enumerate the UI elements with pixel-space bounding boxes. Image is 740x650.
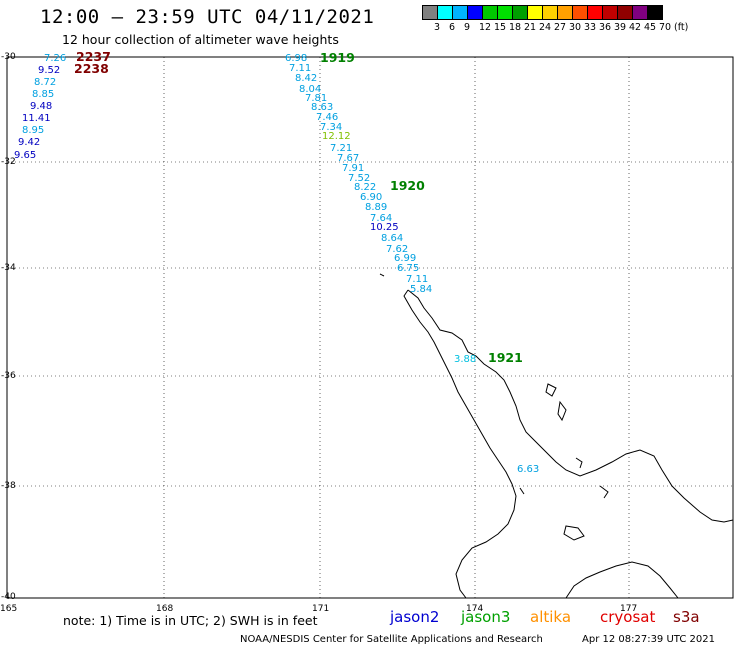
color-legend: 3 6 9 12 15 18 21 24 27 30 33 36 39 42 45 70 (ft) (422, 5, 688, 33)
wave-height-value: 7.11 (289, 63, 311, 74)
legend-label: 45 (644, 22, 657, 33)
latitude-label: -38 (1, 481, 16, 491)
latitude-label: -34 (1, 263, 16, 273)
wave-height-value: 8.72 (34, 77, 56, 88)
satellite-name: jason2 (390, 608, 440, 626)
legend-label: 21 (524, 22, 537, 33)
wave-height-value: 9.48 (30, 101, 52, 112)
track-time-label: 1920 (390, 178, 425, 193)
legend-label: 24 (539, 22, 552, 33)
wave-height-value: 6.99 (394, 253, 416, 264)
legend-label: 30 (569, 22, 582, 33)
legend-label: 18 (509, 22, 522, 33)
wave-height-value: 9.42 (18, 137, 40, 148)
wave-height-value: 6.75 (397, 263, 419, 274)
wave-height-value: 7.52 (348, 173, 370, 184)
timestamp-text: Apr 12 08:27:39 UTC 2021 (582, 634, 715, 645)
longitude-label: 165 (0, 604, 18, 614)
wave-height-value: 7.64 (370, 213, 392, 224)
wave-height-value: 7.91 (342, 163, 364, 174)
wave-height-value: 5.84 (410, 284, 432, 295)
wave-height-value: 7.26 (44, 53, 66, 64)
longitude-label: 177 (620, 604, 638, 614)
longitude-label: 174 (466, 604, 484, 614)
credit-text: NOAA/NESDIS Center for Satellite Applica… (240, 634, 543, 645)
wave-height-value: 7.11 (406, 274, 428, 285)
map-frame (6, 56, 734, 599)
legend-swatch (647, 5, 663, 20)
page-title: 12:00 – 23:59 UTC 04/11/2021 (40, 6, 375, 28)
legend-label: (ft) (674, 22, 689, 33)
wave-height-value: 8.64 (381, 233, 403, 244)
legend-label: 3 (434, 22, 441, 33)
wave-height-value: 7.34 (320, 122, 342, 133)
wave-height-value: 12.12 (322, 131, 351, 142)
longitude-label: 168 (156, 604, 174, 614)
legend-label: 15 (494, 22, 507, 33)
satellite-name: cryosat (600, 608, 656, 626)
wave-height-value: 10.25 (370, 222, 399, 233)
wave-height-value: 9.65 (14, 150, 36, 161)
page-subtitle: 12 hour collection of altimeter wave hei… (62, 32, 339, 47)
wave-height-value: 9.52 (38, 65, 60, 76)
graticule (7, 57, 733, 598)
legend-label: 27 (554, 22, 567, 33)
wave-height-value: 7.81 (305, 93, 327, 104)
legend-label: 33 (584, 22, 597, 33)
legend-label: 6 (449, 22, 456, 33)
wave-height-value: 7.21 (330, 143, 352, 154)
wave-height-value: 11.41 (22, 113, 51, 124)
legend-label: 42 (629, 22, 642, 33)
legend-label: 12 (479, 22, 492, 33)
legend-label: 36 (599, 22, 612, 33)
satellite-name: s3a (673, 608, 700, 626)
latitude-label: -30 (1, 52, 16, 62)
satellite-name: jason3 (461, 608, 511, 626)
wave-height-value: 7.62 (386, 244, 408, 255)
wave-height-value: 8.85 (32, 89, 54, 100)
wave-height-value: 6.90 (360, 192, 382, 203)
wave-height-value: 8.04 (299, 84, 321, 95)
track-time-label: 2238 (74, 61, 109, 76)
legend-label: 9 (464, 22, 471, 33)
legend-label: 70 (659, 22, 672, 33)
longitude-label: 171 (312, 604, 330, 614)
coastline (379, 273, 734, 599)
latitude-label: -32 (1, 157, 16, 167)
wave-height-value: 7.46 (316, 112, 338, 123)
wave-height-value: 8.63 (311, 102, 333, 113)
wave-height-value: 7.67 (337, 153, 359, 164)
wave-height-value: 8.42 (295, 73, 317, 84)
wave-height-value: 6.63 (517, 464, 539, 475)
legend-label: 39 (614, 22, 627, 33)
wave-height-value: 8.22 (354, 182, 376, 193)
units-note: note: 1) Time is in UTC; 2) SWH is in fe… (63, 613, 318, 628)
track-time-label: 1919 (320, 50, 355, 65)
wave-height-value: 3.88 (454, 354, 476, 365)
wave-height-value: 8.95 (22, 125, 44, 136)
wave-height-value: 6.98 (285, 53, 307, 64)
track-time-label: 1921 (488, 350, 523, 365)
wave-height-value: 8.89 (365, 202, 387, 213)
satellite-name: altika (530, 608, 572, 626)
latitude-label: -36 (1, 371, 16, 381)
track-time-label: 2237 (76, 49, 111, 64)
latitude-label: -40 (1, 592, 16, 602)
